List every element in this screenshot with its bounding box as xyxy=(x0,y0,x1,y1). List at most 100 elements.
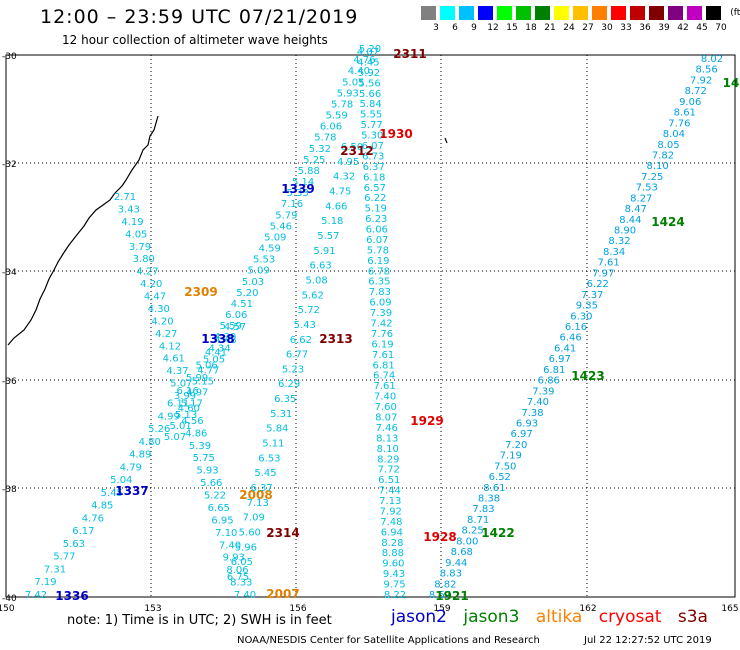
swh-value: 5.93 xyxy=(196,466,218,477)
colorbar-tick-label: 21 xyxy=(544,23,556,33)
pass-time-label: 1929 xyxy=(410,414,443,428)
swh-value: 5.78 xyxy=(331,99,353,110)
swh-value: 7.42 xyxy=(370,319,392,330)
swh-value: 7.40 xyxy=(527,397,549,408)
swh-value: 8.56 xyxy=(695,65,717,76)
colorbar-unit: (ft) xyxy=(730,8,740,18)
swh-value: 7.13 xyxy=(379,496,401,507)
swh-value: 8.83 xyxy=(440,569,462,580)
colorbar-tick-label: 18 xyxy=(525,23,537,33)
swh-value: 7.92 xyxy=(690,75,712,86)
swh-value: 6.86 xyxy=(538,376,560,387)
swh-value: 9.44 xyxy=(445,558,467,569)
swh-value: 8.22 xyxy=(384,590,406,601)
color-swatch xyxy=(554,6,569,20)
swh-value: 8.32 xyxy=(608,236,630,247)
pass-1928: 1928 xyxy=(423,530,456,544)
swh-value: 5.57 xyxy=(317,231,339,242)
swh-value: 4.32 xyxy=(333,172,355,183)
swh-value: 5.01 xyxy=(169,421,191,432)
swh-value: 6.09 xyxy=(369,298,391,309)
pass-2008: 2008 xyxy=(239,488,272,502)
swh-value: 6.35 xyxy=(274,394,296,405)
swh-value: 4.75 xyxy=(329,187,351,198)
pass-time-label: 1338 xyxy=(201,332,234,346)
swh-value: 4.59 xyxy=(259,244,281,255)
swh-value: 5.46 xyxy=(270,221,292,232)
legend-cryosat: cryosat xyxy=(598,607,662,627)
swh-value: 6.97 xyxy=(549,354,571,365)
swh-value: 7.76 xyxy=(371,329,393,340)
swh-value: 5.77 xyxy=(360,120,382,131)
swh-value: 8.10 xyxy=(377,444,399,455)
swh-value: 4.97 xyxy=(186,388,208,399)
swh-value: 5.20 xyxy=(359,44,381,55)
colorbar-tick-label: 12 xyxy=(487,23,499,33)
swh-value: 5.18 xyxy=(321,216,343,227)
swh-value: 4.85 xyxy=(91,501,113,512)
swh-value: 4.30 xyxy=(148,304,170,315)
lat-tick-label: -34 xyxy=(2,268,17,278)
swh-value: 7.40 xyxy=(234,590,256,601)
swh-value: 6.30 xyxy=(570,311,592,322)
pass-time-label: 1930 xyxy=(379,127,412,141)
colorbar-tick-label: 33 xyxy=(620,23,632,33)
swh-value: 6.62 xyxy=(290,335,312,346)
swh-value: 4.76 xyxy=(82,513,104,524)
swh-value: 4.27 xyxy=(155,329,177,340)
lat-tick-label: -40 xyxy=(2,594,17,604)
pass-1424: 1424 xyxy=(651,215,684,229)
swh-value: 5.66 xyxy=(200,478,222,489)
swh-value: 8.82 xyxy=(434,579,456,590)
swh-value: 4.12 xyxy=(159,341,181,352)
swh-value: 5.26 xyxy=(148,424,170,435)
swh-value: 6.19 xyxy=(367,256,389,267)
swh-value: 7.83 xyxy=(369,287,391,298)
swh-value: 7.20 xyxy=(505,440,527,451)
swh-value: 6.93 xyxy=(516,419,538,430)
swh-value: 7.72 xyxy=(378,465,400,476)
swh-value: 3.79 xyxy=(129,242,151,253)
swh-value: 6.23 xyxy=(365,214,387,225)
swh-value: 5.84 xyxy=(359,99,381,110)
swh-value: 8.28 xyxy=(381,538,403,549)
swh-value: 5.14 xyxy=(292,177,314,188)
swh-value: 4.40 xyxy=(348,66,370,77)
pass-time-label: 2311 xyxy=(393,47,426,61)
swh-value: 6.75 xyxy=(227,572,249,583)
pass-time-label: 2309 xyxy=(184,285,217,299)
swh-value: 7.83 xyxy=(472,504,494,515)
swh-value: 6.06 xyxy=(320,122,342,133)
swh-value: 4.99 xyxy=(158,411,180,422)
swh-value: 4.05 xyxy=(125,229,147,240)
swh-value: 9.35 xyxy=(576,301,598,312)
credit-line: NOAA/NESDIS Center for Satellite Applica… xyxy=(237,635,540,646)
swh-value: 5.05 xyxy=(203,354,225,365)
swh-value: 5.45 xyxy=(254,468,276,479)
lon-tick-label: 153 xyxy=(144,604,161,614)
swh-value: 4.51 xyxy=(231,299,253,310)
swh-value: 6.78 xyxy=(368,266,390,277)
swh-value: 8.71 xyxy=(467,515,489,526)
swh-value: 7.60 xyxy=(375,402,397,413)
pass-2314: 2314 xyxy=(266,526,299,540)
swh-value: 6.57 xyxy=(364,183,386,194)
pass-time-label: 2314 xyxy=(266,526,299,540)
swh-value: 5.96 xyxy=(235,542,257,553)
swh-value: 4.19 xyxy=(121,217,143,228)
swh-value: 6.46 xyxy=(559,333,581,344)
lon-tick-label: 150 xyxy=(0,604,15,614)
color-swatch xyxy=(668,6,683,20)
color-swatch xyxy=(687,6,702,20)
swh-value: 8.07 xyxy=(375,413,397,424)
swh-value: 4.80 xyxy=(139,437,161,448)
swh-value: 6.16 xyxy=(565,322,587,333)
swh-value: 5.55 xyxy=(360,110,382,121)
color-swatch xyxy=(649,6,664,20)
swh-value: 8.90 xyxy=(614,226,636,237)
swh-value: 5.59 xyxy=(325,111,347,122)
swh-value: 6.53 xyxy=(258,453,280,464)
map-title: 12:00 – 23:59 UTC 07/21/2019 xyxy=(40,6,359,28)
pass-1337: 1337 xyxy=(115,484,148,498)
